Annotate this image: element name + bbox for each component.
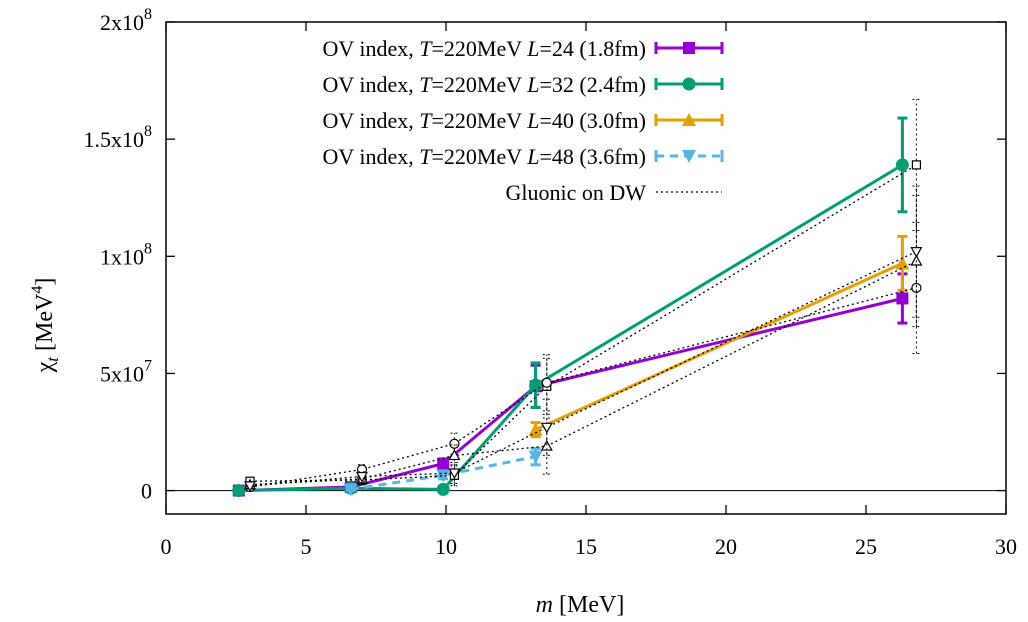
legend-item-5: Gluonic on DW — [505, 180, 722, 205]
y-tick-label: 1.5x108 — [84, 123, 153, 152]
data-point-circle — [682, 77, 696, 91]
data-point-circle — [436, 482, 450, 496]
series-line — [350, 455, 536, 491]
legend-item-3: OV index, T=220MeV L=40 (3.0fm) — [323, 108, 724, 133]
axis-ticks: 0 5 10 15 20 25 30 0 5x107 1x108 1.5x108 2x108 — [84, 6, 1018, 559]
x-tick-label: 15 — [575, 534, 597, 559]
plot-marks — [166, 98, 1006, 498]
data-point-triangle-down — [355, 471, 369, 483]
data-point-triangle — [528, 422, 543, 436]
legend-label: OV index, T=220MeV L=48 (3.6fm) — [323, 144, 647, 169]
series-line — [534, 261, 904, 432]
legend-item-2: OV index, T=220MeV L=32 (2.4fm) — [323, 72, 724, 97]
x-tick-label: 25 — [855, 534, 877, 559]
legend-label: OV index, T=220MeV L=40 (3.0fm) — [323, 108, 647, 133]
series-5 — [243, 98, 923, 493]
x-tick-label: 10 — [435, 534, 457, 559]
x-tick-label: 0 — [161, 534, 172, 559]
data-point-triangle-down — [436, 469, 451, 483]
data-point-triangle-down — [343, 483, 358, 497]
data-point-triangle-down — [682, 150, 696, 163]
data-point-circle — [541, 377, 552, 388]
data-point-triangle-down — [540, 422, 553, 434]
data-point-triangle — [895, 256, 910, 270]
data-point-circle — [911, 282, 922, 294]
series-4 — [343, 446, 543, 497]
legend: OV index, T=220MeV L=24 (1.8fm) OV index,… — [323, 36, 724, 205]
legend-item-1: OV index, T=220MeV L=24 (1.8fm) — [323, 36, 724, 61]
data-point-circle — [232, 484, 246, 498]
x-tick-label: 20 — [715, 534, 737, 559]
data-point-square — [437, 457, 450, 470]
data-point-circle — [449, 438, 460, 449]
data-point-triangle — [448, 449, 461, 461]
series-line-dotted — [249, 164, 917, 482]
y-tick-label: 0 — [141, 479, 152, 504]
x-tick-label: 30 — [995, 534, 1017, 559]
data-point-triangle-down — [910, 247, 923, 258]
data-point-square — [911, 160, 922, 170]
legend-item-4: OV index, T=220MeV L=48 (3.6fm) — [323, 144, 724, 169]
y-tick-label: 2x108 — [100, 6, 152, 35]
data-point-triangle-down — [243, 481, 257, 493]
data-point-circle — [895, 158, 909, 172]
data-point-triangle-down — [448, 468, 461, 480]
y-tick-label: 1x108 — [100, 240, 152, 269]
legend-label: OV index, T=220MeV L=32 (2.4fm) — [323, 72, 647, 97]
legend-label: Gluonic on DW — [505, 180, 646, 205]
x-axis-label: m [MeV] — [536, 592, 625, 618]
data-point-square — [896, 292, 909, 305]
series-3 — [528, 234, 910, 439]
legend-label: OV index, T=220MeV L=24 (1.8fm) — [323, 36, 647, 61]
x-tick-label: 5 — [301, 534, 312, 559]
data-point-square — [683, 42, 695, 54]
data-point-triangle-down — [528, 450, 543, 464]
y-tick-label: 5x107 — [100, 357, 152, 386]
series-line-dotted — [249, 287, 917, 488]
data-point-triangle — [682, 113, 696, 126]
y-axis-label: χt [MeV4] — [29, 278, 62, 374]
